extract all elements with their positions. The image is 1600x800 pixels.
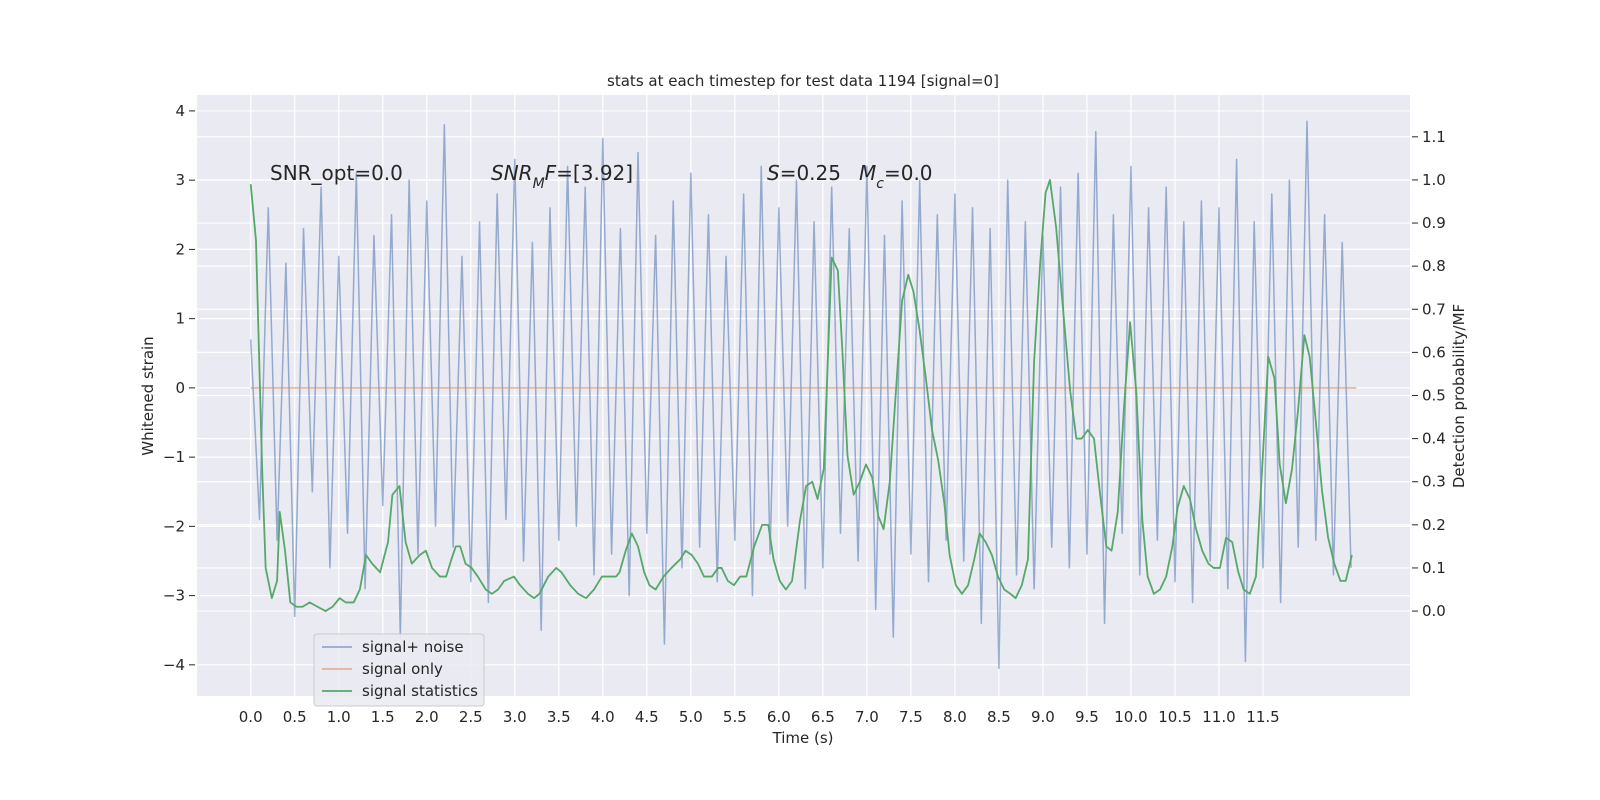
legend-label: signal+ noise <box>362 638 464 656</box>
y-tick-label: −3 <box>163 587 185 605</box>
y2-tick-label: 1.1 <box>1422 128 1446 146</box>
series-line <box>249 179 1353 612</box>
annotation-part: =[3.92] <box>556 161 633 185</box>
annotation-part: S <box>767 161 780 185</box>
legend-box <box>313 633 485 707</box>
y-tick-label: 0 <box>175 379 185 397</box>
x-tick-label: 10.5 <box>1158 708 1191 726</box>
chart-title: stats at each timestep for test data 119… <box>607 72 999 90</box>
y2-tick-label: 0.9 <box>1422 214 1446 232</box>
x-tick-label: 1.5 <box>371 708 395 726</box>
annotation-part: SNR_opt=0.0 <box>270 161 403 185</box>
x-tick-label: 6.0 <box>767 708 791 726</box>
y2-tick-label: 0.7 <box>1422 300 1446 318</box>
x-tick-label: 2.5 <box>459 708 483 726</box>
x-tick-label: 10.0 <box>1114 708 1147 726</box>
y-tick-label: −4 <box>163 656 185 674</box>
legend-label: signal only <box>362 660 443 678</box>
annotation: SNRMF=[3.92] <box>491 161 633 192</box>
annotation-part: M <box>533 176 545 192</box>
x-tick-label: 7.0 <box>855 708 879 726</box>
x-tick-label: 5.0 <box>679 708 703 726</box>
x-tick-label: 7.5 <box>899 708 923 726</box>
y2-tick-label: 0.1 <box>1422 559 1446 577</box>
y2-tick-label: 0.0 <box>1422 602 1446 620</box>
annotation: S=0.25 <box>767 161 841 185</box>
annotation: SNR_opt=0.0 <box>270 161 403 185</box>
y-tick-label: 3 <box>175 171 185 189</box>
x-tick-label: 2.0 <box>415 708 439 726</box>
x-tick-label: 3.0 <box>503 708 527 726</box>
annotation-part: M <box>859 161 876 185</box>
x-tick-label: 6.5 <box>811 708 835 726</box>
x-tick-label: 1.0 <box>327 708 351 726</box>
x-tick-label: 8.0 <box>943 708 967 726</box>
x-axis-label: Time (s) <box>772 729 834 747</box>
y-tick-label: 4 <box>175 102 185 120</box>
y-tick-label: 2 <box>175 240 185 258</box>
annotation-part: =0.25 <box>780 161 841 185</box>
y2-tick-label: 0.8 <box>1422 257 1446 275</box>
x-tick-label: 11.5 <box>1246 708 1279 726</box>
x-tick-label: 0.0 <box>239 708 263 726</box>
x-tick-label: 5.5 <box>723 708 747 726</box>
x-tick-label: 9.0 <box>1031 708 1055 726</box>
x-tick-label: 4.5 <box>635 708 659 726</box>
y-axis-label: Whitened strain <box>139 336 157 455</box>
series-line <box>249 120 1352 670</box>
annotation: Mc=0.0 <box>859 161 933 192</box>
y2-tick-label: 1.0 <box>1422 171 1446 189</box>
annotation-part: F <box>545 161 557 185</box>
x-tick-label: 11.0 <box>1202 708 1235 726</box>
x-tick-label: 4.0 <box>591 708 615 726</box>
annotation-part: c <box>876 176 884 192</box>
y2-axis-label: Detection probability/MF <box>1450 304 1468 488</box>
y-tick-label: −2 <box>163 517 185 535</box>
y2-tick-label: 0.5 <box>1422 387 1446 405</box>
y-tick-label: 1 <box>175 310 185 328</box>
y2-tick-label: 0.4 <box>1422 430 1446 448</box>
x-tick-label: 9.5 <box>1075 708 1099 726</box>
y2-tick-label: 0.6 <box>1422 343 1446 361</box>
legend-label: signal statistics <box>362 682 478 700</box>
x-tick-label: 0.5 <box>283 708 307 726</box>
annotation-part: =0.0 <box>884 161 933 185</box>
annotation-part: SNR <box>491 161 533 185</box>
y-tick-label: −1 <box>163 448 185 466</box>
y2-tick-label: 0.3 <box>1422 473 1446 491</box>
x-tick-label: 3.5 <box>547 708 571 726</box>
x-tick-label: 8.5 <box>987 708 1011 726</box>
y2-tick-label: 0.2 <box>1422 516 1446 534</box>
